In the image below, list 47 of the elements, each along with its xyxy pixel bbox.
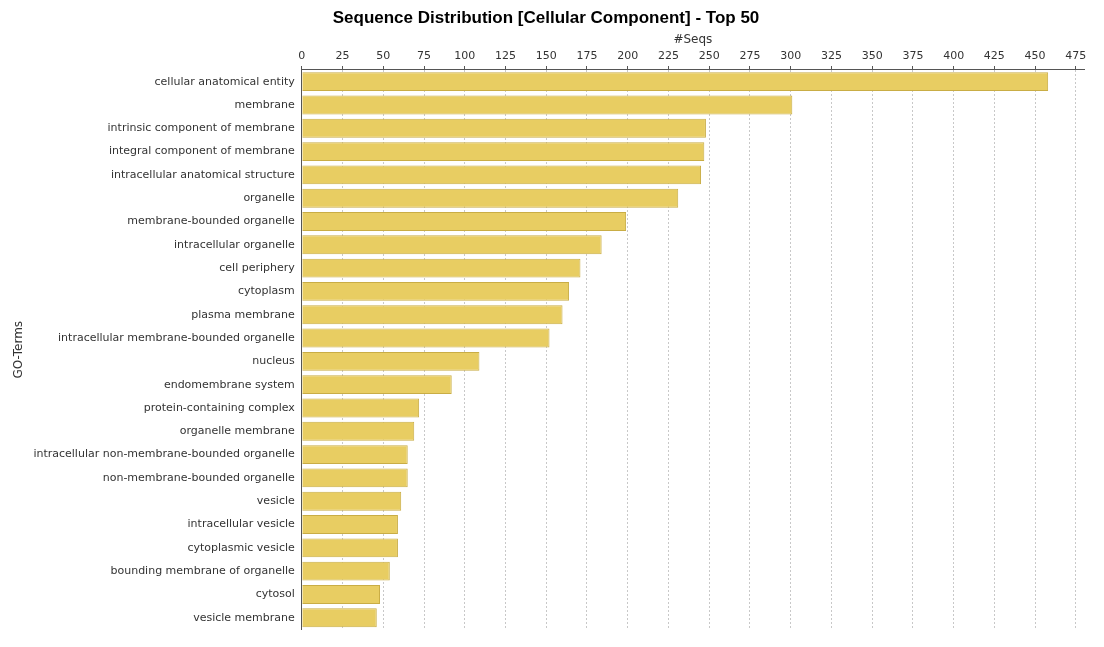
- y-tick-label: intracellular organelle: [174, 237, 296, 251]
- y-tick-label: intracellular anatomical structure: [110, 167, 296, 181]
- x-tick-label: 100: [454, 49, 476, 63]
- x-tick-label: 425: [983, 49, 1005, 63]
- y-tick-label: integral component of membrane: [108, 144, 296, 158]
- y-tick-label: plasma membrane: [191, 307, 296, 321]
- y-tick-label: organelle: [243, 191, 296, 205]
- x-tick-label: 25: [335, 49, 350, 63]
- y-axis-title: GO-Terms: [11, 320, 26, 379]
- x-tick-label: 200: [617, 49, 639, 63]
- y-tick-label: vesicle: [256, 494, 296, 508]
- y-tick-label: nucleus: [252, 354, 296, 368]
- y-tick-label: cell periphery: [219, 260, 296, 274]
- x-tick-label: 275: [739, 49, 761, 63]
- y-tick-label: membrane: [234, 97, 296, 111]
- y-tick-label: protein-containing complex: [143, 400, 296, 414]
- x-tick-label: 250: [698, 49, 720, 63]
- y-tick-label: membrane-bounded organelle: [127, 214, 296, 228]
- x-tick-label: 50: [376, 49, 391, 63]
- x-tick-label: 325: [820, 49, 842, 63]
- x-tick-label: 225: [657, 49, 679, 63]
- y-tick-label: vesicle membrane: [193, 610, 296, 624]
- y-tick-label: cytosol: [255, 587, 295, 601]
- y-tick-label: bounding membrane of organelle: [110, 563, 296, 577]
- y-tick-label: cytoplasm: [237, 284, 295, 298]
- x-axis-title: #Seqs: [673, 31, 713, 46]
- x-tick-label: 475: [1065, 49, 1087, 63]
- x-tick-label: 350: [861, 49, 883, 63]
- x-tick-label: 400: [943, 49, 965, 63]
- y-tick-label: cytoplasmic vesicle: [187, 540, 296, 554]
- x-tick-label: 300: [780, 49, 802, 63]
- x-tick-label: 75: [417, 49, 432, 63]
- y-tick-label: endomembrane system: [163, 377, 295, 391]
- y-tick-label: intracellular non-membrane-bounded organelle: [33, 447, 296, 461]
- chart-title: Sequence Distribution [Cellular Component] - Top 50: [332, 7, 760, 27]
- y-tick-label: intrinsic component of membrane: [107, 121, 296, 135]
- y-tick-label: intracellular membrane-bounded organelle: [58, 330, 296, 344]
- x-tick-label: 175: [576, 49, 598, 63]
- x-tick-label: 150: [535, 49, 557, 63]
- y-tick-label: organelle membrane: [179, 424, 296, 438]
- y-tick-label: non-membrane-bounded organelle: [102, 470, 296, 484]
- x-tick-label: 450: [1024, 49, 1046, 63]
- y-tick-label: cellular anatomical entity: [154, 74, 296, 88]
- x-tick-label: 125: [495, 49, 516, 63]
- x-tick-label: 375: [902, 49, 924, 63]
- x-tick-label: 0: [298, 49, 306, 63]
- y-tick-label: intracellular vesicle: [187, 517, 296, 531]
